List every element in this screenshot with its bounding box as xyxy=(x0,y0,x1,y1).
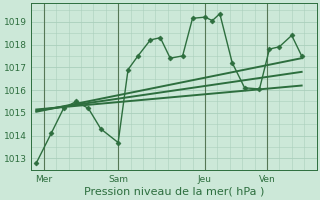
X-axis label: Pression niveau de la mer( hPa ): Pression niveau de la mer( hPa ) xyxy=(84,187,264,197)
